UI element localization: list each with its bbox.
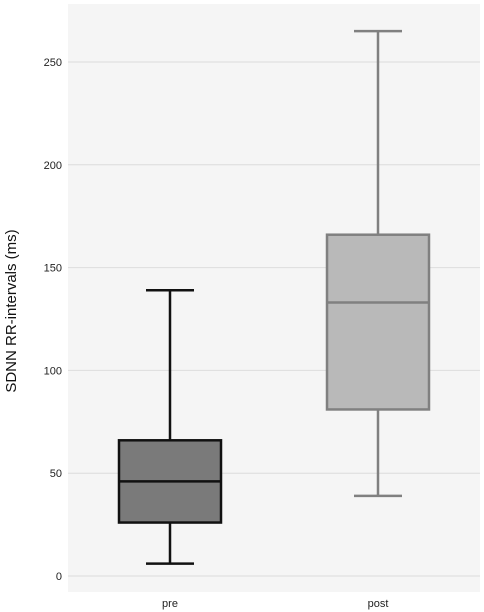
- y-tick-label: 100: [44, 365, 62, 377]
- box-pre: [117, 288, 223, 565]
- y-tick-label: 250: [44, 57, 62, 69]
- y-tick-label: 0: [56, 571, 62, 583]
- x-axis-labels: pre post: [162, 598, 388, 610]
- y-tick-label: 150: [44, 263, 62, 275]
- x-tick-label-post: post: [368, 598, 389, 610]
- y-tick-label: 200: [44, 160, 62, 172]
- y-axis-ticks: 0 50 100 150 200 250: [44, 57, 62, 583]
- x-tick-label-pre: pre: [162, 598, 178, 610]
- box-post: [325, 29, 431, 498]
- iqr-box: [325, 233, 431, 411]
- boxes: [117, 29, 431, 565]
- y-axis-title: SDNN RR-intervals (ms): [3, 229, 20, 392]
- y-tick-label: 50: [50, 468, 62, 480]
